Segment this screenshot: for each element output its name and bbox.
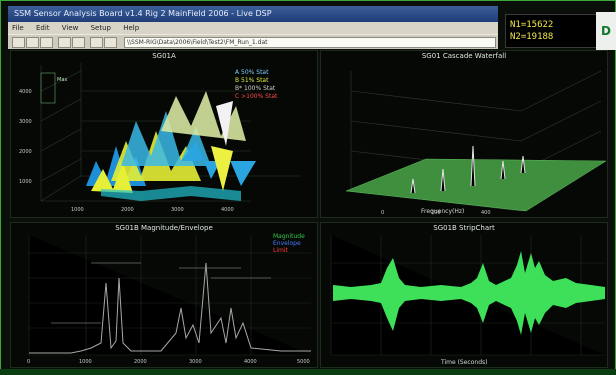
inset-marker — [40, 72, 56, 104]
svg-text:1000: 1000 — [79, 359, 92, 365]
panel-surface-title: SG01A — [152, 52, 176, 60]
panel-waterfall[interactable]: SG01 Cascade Waterfall 0 200 400 Frequency… — [320, 50, 608, 218]
counter-readout: N1=15622 N2=19188 — [505, 14, 597, 48]
menu-setup[interactable]: Setup — [90, 24, 111, 32]
legend-envelope: Envelope — [273, 240, 301, 247]
stripchart-xlabel: Time (Seconds) — [440, 359, 487, 366]
new-file-icon[interactable] — [12, 37, 25, 48]
magnitude-xticks: 0 1000 2000 3000 4000 5000 — [27, 359, 310, 365]
window-titlebar[interactable]: SSM Sensor Analysis Board v1.4 Rig 2 Mai… — [8, 6, 498, 22]
waterfall-plot: 0 200 400 Frequency(Hz) — [345, 70, 607, 216]
magnitude-trace — [29, 262, 311, 354]
panel-stripchart[interactable]: SG01B StripChart Time (Seconds) — [320, 222, 608, 368]
svg-text:3000: 3000 — [189, 359, 202, 365]
svg-text:0: 0 — [27, 359, 30, 365]
menu-help[interactable]: Help — [123, 24, 140, 32]
svg-text:3000: 3000 — [171, 207, 184, 213]
bottom-frame — [0, 369, 616, 375]
readout-n1: N1=15622 — [510, 20, 554, 30]
settings-icon[interactable] — [104, 37, 117, 48]
surface-plot: 4000 3000 2000 1000 1000 2000 3000 4000 Max — [19, 63, 301, 213]
open-folder-icon[interactable] — [26, 37, 39, 48]
play-icon[interactable] — [58, 37, 71, 48]
panel-waterfall-title: SG01 Cascade Waterfall — [421, 52, 507, 60]
stop-icon[interactable] — [72, 37, 85, 48]
menu-edit[interactable]: Edit — [35, 24, 50, 32]
legend-c: C >100% Stat — [235, 93, 278, 100]
svg-text:2000: 2000 — [121, 207, 134, 213]
panel-stripchart-title: SG01B StripChart — [433, 224, 495, 232]
zoom-icon[interactable] — [90, 37, 103, 48]
svg-text:400: 400 — [481, 210, 491, 216]
legend-limit: Limit — [273, 247, 288, 254]
svg-text:0: 0 — [381, 210, 384, 216]
toolbar: \\SSM-RIG\Data\2006\Field\Test2\FM_Run_1… — [8, 34, 498, 49]
magnitude-plot: 0 1000 2000 3000 4000 5000 — [27, 235, 311, 365]
waterfall-peaks — [410, 145, 526, 194]
svg-text:2000: 2000 — [134, 359, 147, 365]
magnitude-legend: Magnitude Envelope Limit — [273, 233, 305, 254]
legend-a: A 50% Stat — [235, 69, 269, 76]
menu-file[interactable]: File — [12, 24, 24, 32]
inset-label: Max — [57, 77, 67, 83]
menu-view[interactable]: View — [61, 24, 79, 32]
svg-text:1000: 1000 — [19, 179, 32, 185]
svg-text:200: 200 — [431, 210, 441, 216]
panel-magnitude-title: SG01B Magnitude/Envelope — [115, 224, 213, 232]
readout-n2: N2=19188 — [510, 32, 554, 42]
brand-logo: D — [596, 12, 616, 50]
svg-text:4000: 4000 — [221, 207, 234, 213]
strip-signal — [333, 251, 605, 335]
svg-text:3000: 3000 — [19, 119, 32, 125]
legend-b: B 51% Stat — [235, 77, 269, 84]
svg-text:5000: 5000 — [297, 359, 310, 365]
panel-magnitude[interactable]: SG01B Magnitude/Envelope 0 1000 2000 300… — [10, 222, 318, 368]
svg-text:2000: 2000 — [19, 149, 32, 155]
surface-legend: A 50% Stat B 51% Stat B* 100% Stat C >10… — [235, 69, 277, 101]
waterfall-xlabel: Frequency(Hz) — [421, 208, 464, 215]
waterfall-floor — [345, 158, 607, 212]
stripchart-plot: Time (Seconds) — [330, 235, 605, 366]
file-path-field[interactable]: \\SSM-RIG\Data\2006\Field\Test2\FM_Run_1… — [124, 37, 496, 48]
svg-text:4000: 4000 — [244, 359, 257, 365]
save-icon[interactable] — [40, 37, 53, 48]
legend-b-star: B* 100% Stat — [235, 85, 276, 92]
window-title: SSM Sensor Analysis Board v1.4 Rig 2 Mai… — [14, 9, 272, 18]
surface-ribbons — [86, 91, 256, 201]
menu-bar: File Edit View Setup Help — [8, 22, 498, 34]
svg-text:1000: 1000 — [71, 207, 84, 213]
legend-magnitude: Magnitude — [273, 233, 305, 240]
panel-surface[interactable]: SG01A 4000 3000 2000 1000 1000 2000 3000 4000 … — [10, 50, 318, 218]
svg-text:4000: 4000 — [19, 89, 32, 95]
